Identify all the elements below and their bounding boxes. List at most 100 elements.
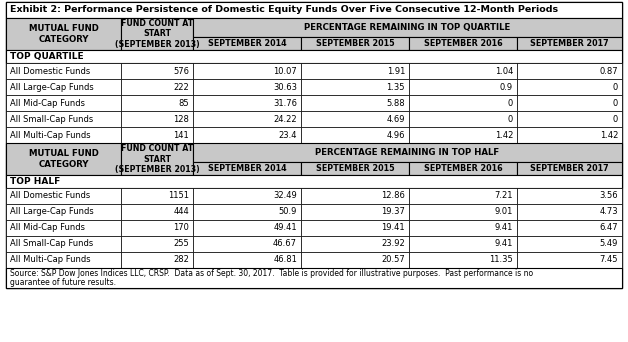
Text: All Mid-Cap Funds: All Mid-Cap Funds [10, 98, 85, 107]
Bar [301, 37, 409, 50]
Text: All Multi-Cap Funds: All Multi-Cap Funds [10, 131, 90, 140]
Text: 10.07: 10.07 [273, 66, 297, 76]
Bar [517, 236, 622, 252]
Text: 1.35: 1.35 [386, 82, 405, 92]
Bar [193, 188, 301, 204]
Text: 50.9: 50.9 [279, 208, 297, 216]
Bar [193, 18, 622, 37]
Bar [517, 63, 622, 79]
Text: 0: 0 [613, 82, 618, 92]
Text: 12.86: 12.86 [381, 192, 405, 200]
Bar [193, 63, 301, 79]
Text: All Domestic Funds: All Domestic Funds [10, 192, 90, 200]
Bar [121, 236, 193, 252]
Text: 141: 141 [173, 131, 189, 140]
Bar [6, 143, 121, 175]
Bar [193, 127, 301, 143]
Bar [121, 143, 193, 175]
Text: 4.73: 4.73 [599, 208, 618, 216]
Bar [517, 162, 622, 175]
Text: 3.56: 3.56 [599, 192, 618, 200]
Bar [301, 236, 409, 252]
Bar [517, 79, 622, 95]
Bar [6, 50, 622, 63]
Text: 7.45: 7.45 [600, 255, 618, 264]
Text: guarantee of future results.: guarantee of future results. [10, 278, 116, 287]
Text: 222: 222 [173, 82, 189, 92]
Text: 9.41: 9.41 [495, 224, 513, 233]
Bar [409, 204, 517, 220]
Text: 7.21: 7.21 [494, 192, 513, 200]
Text: 0: 0 [508, 115, 513, 123]
Bar [301, 220, 409, 236]
Bar [517, 220, 622, 236]
Bar [121, 204, 193, 220]
Text: All Small-Cap Funds: All Small-Cap Funds [10, 239, 93, 249]
Text: SEPTEMBER 2014: SEPTEMBER 2014 [208, 164, 286, 173]
Text: 5.88: 5.88 [386, 98, 405, 107]
Text: 0.9: 0.9 [500, 82, 513, 92]
Bar [301, 162, 409, 175]
Text: 31.76: 31.76 [273, 98, 297, 107]
Text: 4.69: 4.69 [386, 115, 405, 123]
Text: PERCENTAGE REMAINING IN TOP HALF: PERCENTAGE REMAINING IN TOP HALF [315, 148, 499, 157]
Text: 128: 128 [173, 115, 189, 123]
Bar [6, 95, 121, 111]
Bar [6, 204, 121, 220]
Bar [301, 79, 409, 95]
Bar [301, 111, 409, 127]
Text: 255: 255 [173, 239, 189, 249]
Text: All Mid-Cap Funds: All Mid-Cap Funds [10, 224, 85, 233]
Text: 5.49: 5.49 [600, 239, 618, 249]
Bar [301, 95, 409, 111]
Bar [6, 252, 121, 268]
Text: Source: S&P Dow Jones Indices LLC, CRSP.  Data as of Sept. 30, 2017.  Table is p: Source: S&P Dow Jones Indices LLC, CRSP.… [10, 269, 533, 278]
Text: 19.41: 19.41 [381, 224, 405, 233]
Text: SEPTEMBER 2017: SEPTEMBER 2017 [530, 164, 609, 173]
Bar [193, 252, 301, 268]
Text: MUTUAL FUND
CATEGORY: MUTUAL FUND CATEGORY [28, 24, 99, 44]
Bar [193, 236, 301, 252]
Bar [517, 95, 622, 111]
Bar [301, 188, 409, 204]
Bar [6, 18, 121, 50]
Text: TOP QUARTILE: TOP QUARTILE [10, 52, 84, 61]
Text: 49.41: 49.41 [273, 224, 297, 233]
Text: 1.42: 1.42 [495, 131, 513, 140]
Bar [301, 252, 409, 268]
Text: 46.81: 46.81 [273, 255, 297, 264]
Bar [193, 204, 301, 220]
Text: 46.67: 46.67 [273, 239, 297, 249]
Bar [301, 204, 409, 220]
Text: 1.42: 1.42 [600, 131, 618, 140]
Bar [6, 127, 121, 143]
Bar [409, 111, 517, 127]
Bar [121, 127, 193, 143]
Text: 23.92: 23.92 [381, 239, 405, 249]
Text: All Small-Cap Funds: All Small-Cap Funds [10, 115, 93, 123]
Text: 0: 0 [613, 115, 618, 123]
Bar [193, 79, 301, 95]
Text: 1.04: 1.04 [495, 66, 513, 76]
Text: FUND COUNT AT
START
(SEPTEMBER 2013): FUND COUNT AT START (SEPTEMBER 2013) [115, 144, 199, 174]
Text: 1151: 1151 [168, 192, 189, 200]
Bar [6, 111, 121, 127]
Text: SEPTEMBER 2016: SEPTEMBER 2016 [424, 39, 502, 48]
Bar [6, 175, 622, 188]
Bar [121, 79, 193, 95]
Bar [409, 95, 517, 111]
Text: 32.49: 32.49 [273, 192, 297, 200]
Text: 0: 0 [613, 98, 618, 107]
Bar [517, 204, 622, 220]
Text: SEPTEMBER 2015: SEPTEMBER 2015 [316, 164, 394, 173]
Bar [193, 111, 301, 127]
Bar [6, 188, 121, 204]
Bar [193, 143, 622, 162]
Text: All Large-Cap Funds: All Large-Cap Funds [10, 208, 94, 216]
Text: 85: 85 [178, 98, 189, 107]
Text: All Multi-Cap Funds: All Multi-Cap Funds [10, 255, 90, 264]
Text: SEPTEMBER 2014: SEPTEMBER 2014 [208, 39, 286, 48]
Bar [121, 252, 193, 268]
Text: 0.87: 0.87 [599, 66, 618, 76]
Bar [409, 79, 517, 95]
